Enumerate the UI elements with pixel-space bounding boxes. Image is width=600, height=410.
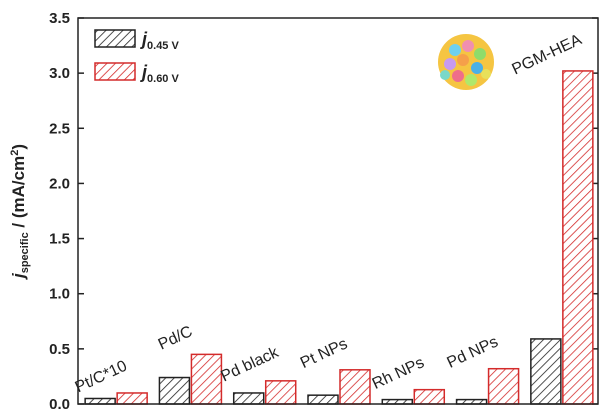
bar	[563, 71, 593, 404]
legend-label: j0.45 V	[140, 29, 179, 52]
nanoparticle-icon	[438, 34, 494, 90]
category-label: Pt NPs	[298, 336, 350, 372]
category-label: Pd black	[218, 344, 282, 386]
y-tick-label: 0.5	[49, 341, 70, 358]
legend-swatch	[95, 30, 135, 47]
y-tick-label: 0.0	[49, 396, 70, 410]
bar	[340, 370, 370, 404]
bar	[414, 390, 444, 404]
bar	[117, 393, 147, 404]
bar	[308, 395, 338, 404]
bar	[191, 354, 221, 404]
chart: 0.0 0.5 1.0 1.5 2.0 2.5 3.0 3.5 jspecific / (mA/…	[0, 0, 600, 410]
category-label: Pd/C	[156, 323, 195, 353]
legend-subscript: 0.45 V	[147, 40, 179, 52]
atom	[462, 40, 474, 52]
bar	[266, 381, 296, 404]
y-label-close: )	[9, 144, 28, 150]
y-label-subscript: specific	[19, 232, 31, 273]
y-tick-label: 1.0	[49, 286, 70, 303]
y-tick-label: 1.5	[49, 231, 70, 248]
y-axis-label: jspecific / (mA/cm2)	[9, 144, 31, 280]
y-tick-label: 2.5	[49, 120, 70, 137]
bar	[234, 393, 264, 404]
legend-label: j0.60 V	[140, 62, 179, 85]
atom	[474, 48, 486, 60]
bar	[489, 369, 519, 404]
atom	[465, 74, 477, 86]
atom	[471, 62, 483, 74]
y-tick-label: 3.5	[49, 10, 70, 27]
legend-subscript: 0.60 V	[147, 73, 179, 85]
category-label: Pd NPs	[444, 333, 500, 371]
bar	[531, 339, 561, 404]
y-tick-label: 3.0	[49, 65, 70, 82]
bar	[159, 378, 189, 404]
category-label: Pt/C*10	[73, 357, 130, 396]
bar	[85, 398, 115, 404]
legend-swatch	[95, 63, 135, 80]
atom	[449, 44, 461, 56]
category-label: Rh NPs	[370, 354, 427, 393]
atom	[457, 54, 469, 66]
atom	[440, 70, 450, 80]
atom	[444, 58, 456, 70]
atom	[481, 69, 491, 79]
y-label-unit: / (mA/cm	[9, 156, 28, 233]
atom	[452, 70, 464, 82]
y-tick-label: 2.0	[49, 175, 70, 192]
